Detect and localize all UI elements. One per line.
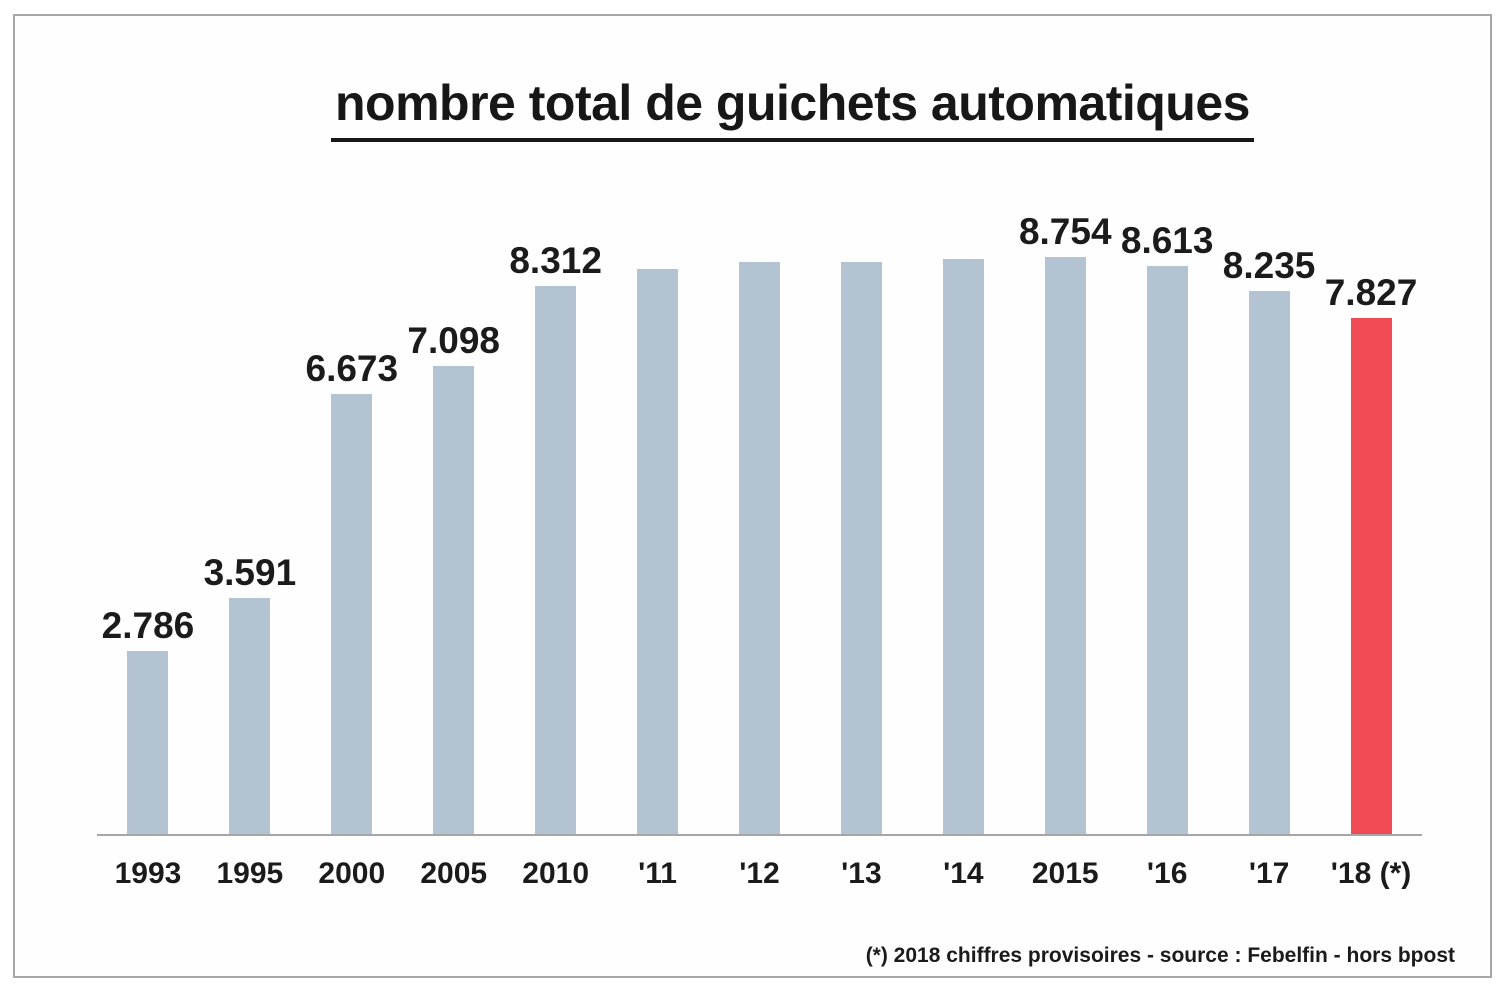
bar-group: 2.786 <box>97 607 198 835</box>
bar-value-label: 8.235 <box>1222 245 1316 286</box>
bar-group: 3.591 <box>199 554 300 835</box>
x-axis-label: '18 (*) <box>1330 857 1412 890</box>
bar-group <box>709 262 810 835</box>
bar-value-label: 3.591 <box>203 552 297 593</box>
x-axis-label: 2000 <box>318 857 386 890</box>
chart-footnote: (*) 2018 chiffres provisoires - source :… <box>865 944 1455 967</box>
bar-value-label: 8.613 <box>1120 220 1214 261</box>
x-axis-label: '11 <box>638 857 677 890</box>
x-axis-label: '12 <box>739 857 780 890</box>
bar-1995 <box>229 598 271 835</box>
bar-value-label: 2.786 <box>101 605 195 646</box>
bar-value-label: 7.098 <box>407 320 501 361</box>
x-axis-label: 1995 <box>216 857 284 890</box>
x-axis-label: 2015 <box>1031 857 1099 890</box>
x-axis-line <box>97 834 1422 836</box>
bar-2015 <box>1044 257 1086 835</box>
x-axis-label: '16 <box>1146 857 1188 890</box>
bar-group: 7.098 <box>403 322 504 835</box>
bar-12 <box>738 262 780 835</box>
x-axis-label: 2005 <box>420 857 488 890</box>
x-axis-label: 2010 <box>522 857 590 890</box>
bar-13 <box>840 262 882 835</box>
bar-group <box>913 259 1014 835</box>
bar-value-label: 8.312 <box>509 240 602 281</box>
x-axis-labels-row: 1993 1995 2000 2005 2010 '11 '12 '13 '14 2015 '16 '… <box>97 856 1422 892</box>
bar-1993 <box>127 651 169 835</box>
bar-value-label: 7.827 <box>1324 272 1418 313</box>
x-axis-label: '13 <box>841 857 882 890</box>
bar-value-label: 6.673 <box>305 348 399 389</box>
bar-group: 8.613 <box>1117 222 1218 835</box>
bar-14 <box>942 259 984 835</box>
chart-plot-area: 2.786 3.591 6.673 7.098 8.312 8.754 8.613 8.235… <box>97 200 1422 835</box>
bar-group: 8.312 <box>505 242 606 835</box>
bar-value-label: 8.754 <box>1018 211 1112 252</box>
bar-group: 8.235 <box>1219 247 1320 835</box>
bar-11 <box>637 269 679 835</box>
bar-group <box>811 262 912 835</box>
bar-18 <box>1350 318 1392 835</box>
x-axis-label: 1993 <box>114 857 182 890</box>
bar-16 <box>1146 266 1188 835</box>
bar-17 <box>1248 291 1290 835</box>
chart-title-row: nombre total de guichets automatiques <box>15 74 1490 142</box>
bar-2005 <box>433 366 475 835</box>
bar-2000 <box>331 394 373 835</box>
bar-group: 8.754 <box>1015 213 1116 835</box>
x-axis-label: '14 <box>943 857 984 890</box>
x-axis-label: '17 <box>1248 857 1290 890</box>
bar-2010 <box>535 286 577 835</box>
bar-group: 7.827 <box>1321 274 1422 835</box>
chart-frame: nombre total de guichets automatiques 2.… <box>13 14 1492 978</box>
bar-group <box>607 269 708 835</box>
bar-group: 6.673 <box>301 350 402 835</box>
chart-title: nombre total de guichets automatiques <box>331 74 1254 142</box>
